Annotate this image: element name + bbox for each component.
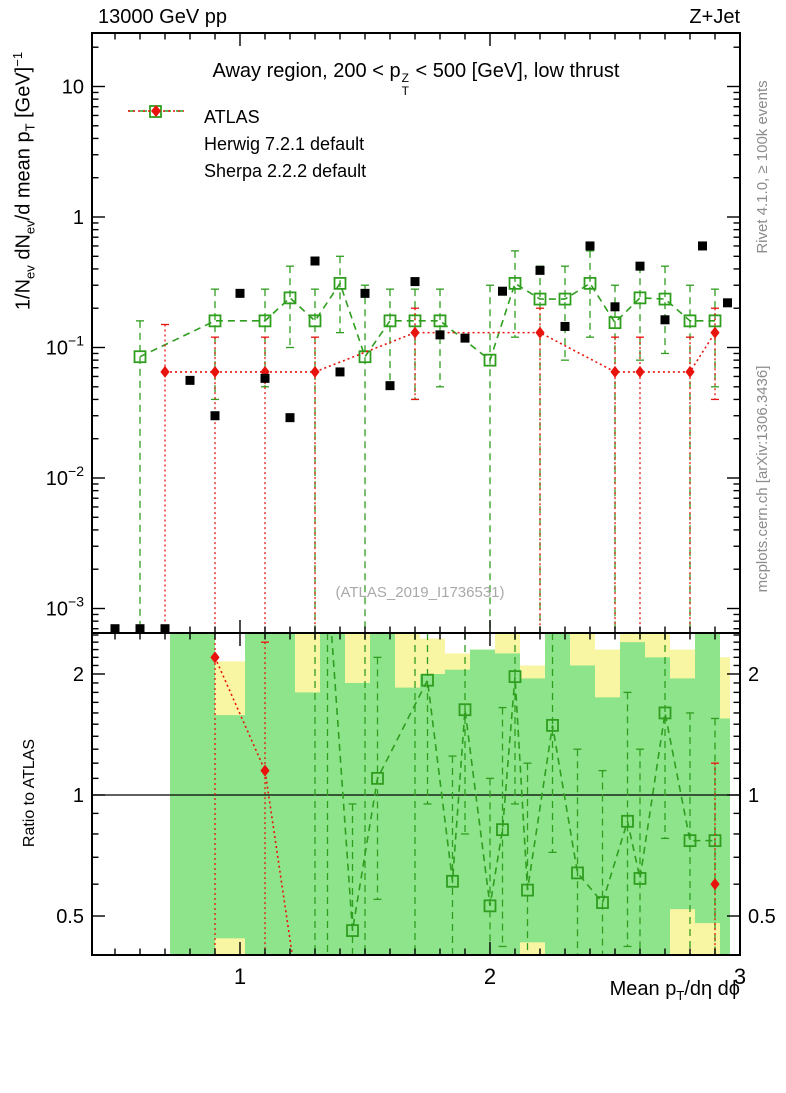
ylabel-sub: ev xyxy=(22,220,38,235)
tick-label: 10−2 xyxy=(46,463,84,490)
plot-title-sub: T xyxy=(401,83,409,98)
tick-label: 10 xyxy=(62,77,84,99)
tick-label: 0.5 xyxy=(748,906,776,928)
xlabel-part: Mean p xyxy=(609,978,677,1000)
legend: ATLAS Herwig 7.2.1 default Sherpa 2.2.2 … xyxy=(128,104,366,185)
tick-label: 1 xyxy=(234,964,246,989)
plot-title-post: < 500 [GeV], low thrust xyxy=(409,60,620,82)
ylabel-part: [GeV] xyxy=(12,66,35,124)
beam-energy-label: 13000 GeV pp xyxy=(98,6,227,28)
tick-label: 1 xyxy=(73,785,84,807)
plot-title-sup: Z xyxy=(401,71,409,86)
ylabel-part: dN xyxy=(12,234,35,266)
tick-label: 3 xyxy=(734,964,746,989)
ratio-panel-series xyxy=(92,633,740,955)
ylabel-sub: ev xyxy=(22,265,38,279)
x-axis-label: Mean pT/dη dϕ xyxy=(610,978,740,1003)
axes-and-ticks: 1 2 3 10 1 10−1 10−2 10−3 2 2 1 1 0.5 0.5 xyxy=(46,32,776,989)
tick-label: 1 xyxy=(748,785,759,807)
legend-label-sherpa: Sherpa 2.2.2 default xyxy=(204,161,367,181)
ratio-uncertainty-bands xyxy=(170,633,730,955)
tick-label: 2 xyxy=(484,964,496,989)
tick-label: 10−3 xyxy=(46,594,84,621)
legend-label-atlas: ATLAS xyxy=(204,107,260,127)
ylabel-part: /d mean p xyxy=(12,131,35,221)
xlabel-part: /dη dϕ xyxy=(684,978,740,1000)
physics-plot-svg: 1 2 3 10 1 10−1 10−2 10−3 2 2 1 1 0.5 0.5 xyxy=(46,32,776,989)
analysis-id-watermark: (ATLAS_2019_I1736531) xyxy=(335,584,505,601)
tick-label: 1 xyxy=(73,207,84,229)
main-y-axis-label: 1/Nev dNev/d mean pT [GeV]−1 xyxy=(5,0,38,481)
ylabel-sub: T xyxy=(22,123,38,132)
mcplots-reference-note: mcplots.cern.ch [arXiv:1306.3436] xyxy=(754,365,771,593)
tick-label: 2 xyxy=(73,664,84,686)
plot-title-pre: Away region, 200 < p xyxy=(212,60,401,82)
legend-label-herwig: Herwig 7.2.1 default xyxy=(204,134,365,154)
legend-row-sherpa: Sherpa 2.2.2 default xyxy=(128,105,367,185)
xlabel-sub: T xyxy=(676,988,685,1003)
ratio-y-axis-label: Ratio to ATLAS xyxy=(21,738,38,848)
main-panel-series xyxy=(110,241,732,633)
ylabel-part: 1/N xyxy=(12,278,35,311)
process-label: Z+Jet xyxy=(689,6,740,28)
tick-label: 2 xyxy=(748,664,759,686)
tick-label: 10−1 xyxy=(46,333,84,360)
tick-label: 0.5 xyxy=(56,906,84,928)
ylabel-sup: −1 xyxy=(10,51,25,67)
legend-row-herwig: Herwig 7.2.1 default xyxy=(128,105,366,158)
